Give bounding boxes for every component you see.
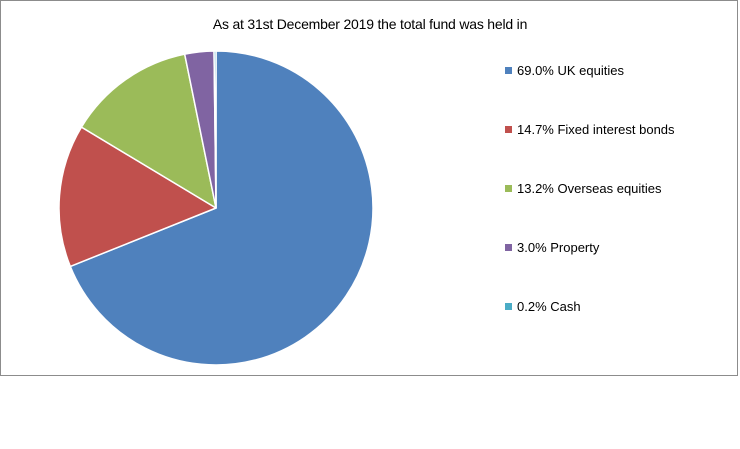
legend-item-cash: 0.2% Cash — [505, 296, 581, 316]
pie-slice-cash — [213, 50, 217, 209]
pie-slice-uk-equities — [69, 50, 374, 366]
legend-item-fixed-interest-bonds: 14.7% Fixed interest bonds — [505, 119, 675, 139]
legend-swatch — [505, 125, 512, 133]
legend-swatch — [505, 66, 512, 74]
pie-slices — [58, 50, 374, 366]
legend-item-uk-equities: 69.0% UK equities — [505, 60, 624, 80]
legend-swatch — [505, 243, 512, 251]
legend-swatch — [505, 302, 512, 310]
legend-label: 14.7% Fixed interest bonds — [517, 121, 675, 137]
legend-label: 0.2% Cash — [517, 298, 581, 314]
pie-slice-overseas-equities — [80, 53, 217, 209]
chart-title: As at 31st December 2019 the total fund … — [212, 16, 528, 32]
legend-label: 69.0% UK equities — [517, 62, 624, 78]
pie-slice-fixed-interest-bonds — [58, 126, 217, 268]
legend-label: 13.2% Overseas equities — [517, 180, 662, 196]
legend-item-overseas-equities: 13.2% Overseas equities — [505, 178, 662, 198]
legend-item-property: 3.0% Property — [505, 237, 599, 257]
legend-swatch — [505, 184, 512, 192]
legend-label: 3.0% Property — [517, 239, 600, 255]
